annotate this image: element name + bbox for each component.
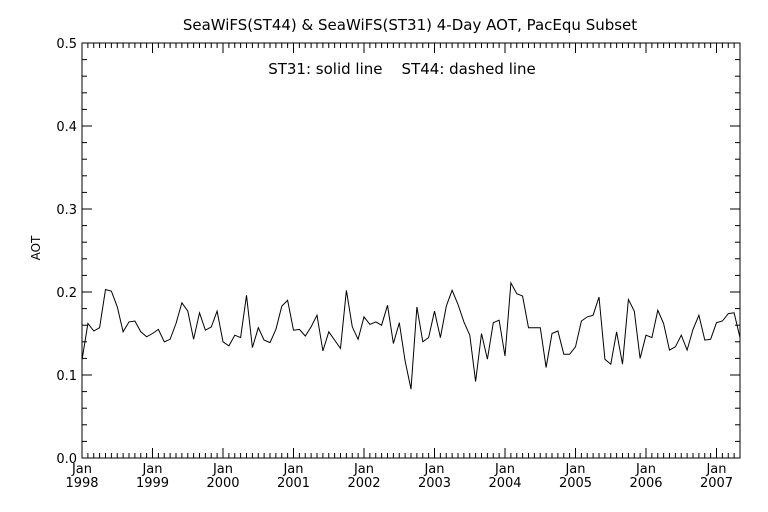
x-tick-label-month: Jan (494, 462, 515, 477)
series-line-st31 (81, 281, 741, 390)
x-tick-label-year: 1999 (136, 476, 169, 491)
x-tick-label-year: 2006 (629, 476, 662, 491)
x-tick-label-month: Jan (353, 462, 374, 477)
y-tick-label: 0.1 (56, 369, 77, 384)
series-layer (81, 281, 741, 390)
chart-title: SeaWiFS(ST44) & SeaWiFS(ST31) 4-Day AOT,… (183, 16, 637, 34)
x-tick-label-month: Jan (564, 462, 585, 477)
x-tick-label-month: Jan (423, 462, 444, 477)
y-tick-label: 0.2 (56, 286, 77, 301)
x-tick-label-year: 2001 (277, 476, 310, 491)
legend-annotation: ST31: solid line ST44: dashed line (268, 60, 536, 78)
y-tick-label: 0.5 (56, 37, 77, 52)
x-tick-label-month: Jan (212, 462, 233, 477)
x-tick-label-year: 2000 (206, 476, 239, 491)
y-axis-ticks: 0.0 0.1 0.2 0.3 0.4 0.5 (56, 37, 740, 467)
x-tick-label-year: 1998 (65, 476, 98, 491)
x-tick-label-month: Jan (71, 462, 92, 477)
x-tick-label-month: Jan (141, 462, 162, 477)
y-tick-label: 0.4 (56, 120, 77, 135)
y-tick-label: 0.3 (56, 203, 77, 218)
x-tick-label-year: 2003 (418, 476, 451, 491)
x-tick-label-year: 2004 (488, 476, 521, 491)
x-tick-label-month: Jan (705, 462, 726, 477)
y-axis-label: AOT (29, 235, 43, 260)
x-tick-label-month: Jan (282, 462, 303, 477)
plot-frame (81, 42, 741, 459)
x-tick-label-year: 2002 (347, 476, 380, 491)
x-axis-ticks: Jan1998Jan1999Jan2000Jan2001Jan2002Jan20… (65, 43, 741, 491)
x-tick-label-year: 2007 (700, 476, 733, 491)
x-tick-label-month: Jan (635, 462, 656, 477)
y-tick-label: 0.0 (56, 452, 77, 467)
x-tick-label-year: 2005 (559, 476, 592, 491)
